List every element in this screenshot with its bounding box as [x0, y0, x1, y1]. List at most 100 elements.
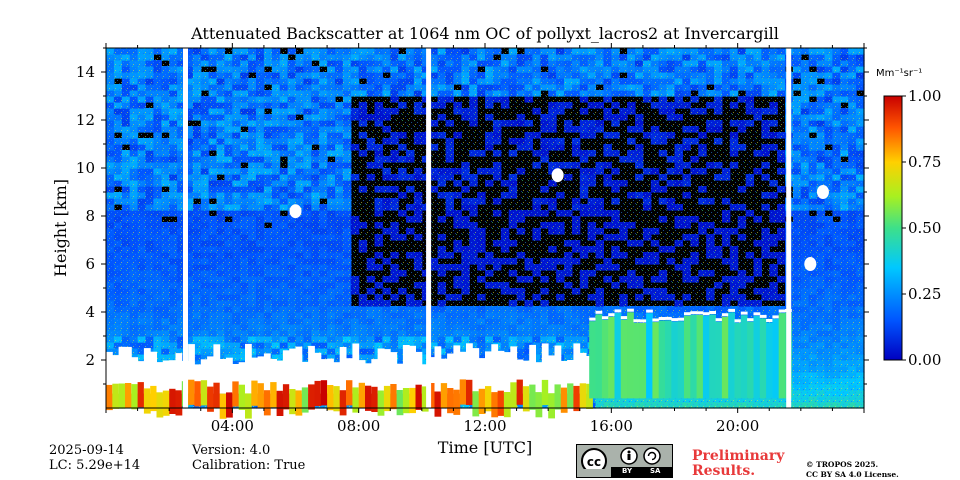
aerosol-strong-cell	[112, 383, 120, 409]
elevated-layer-cell	[633, 322, 641, 399]
elevated-layer-cell	[709, 314, 716, 399]
boundary-layer-cell	[245, 343, 252, 394]
boundary-layer-cell	[270, 359, 277, 394]
layer-top-cell	[715, 318, 723, 322]
copyright-note: © TROPOS 2025. CC BY SA 4.0 License.	[806, 460, 899, 480]
y-tick-label: 14	[76, 63, 95, 81]
boundary-layer-cell	[516, 359, 524, 394]
boundary-layer-cell	[377, 348, 385, 394]
elevated-layer-cell	[677, 321, 685, 399]
boundary-layer-cell	[263, 353, 271, 394]
boundary-layer-cell	[510, 346, 518, 394]
aerosol-strong-cell	[106, 384, 113, 411]
layer-top-cell	[595, 310, 603, 314]
layer-top-cell	[734, 319, 742, 323]
boundary-layer-cell	[327, 358, 334, 394]
layer-top-cell	[766, 319, 773, 322]
aerosol-strong-cell	[194, 381, 202, 407]
layer-top-cell	[684, 312, 691, 316]
aerosol-strong-cell	[245, 393, 252, 419]
boundary-layer-cell	[282, 350, 290, 394]
data-gap	[183, 48, 188, 408]
aerosol-strong-cell	[314, 380, 322, 407]
aerosol-strong-cell	[327, 385, 334, 411]
aerosol-strong-cell	[226, 392, 233, 418]
svg-text:cc: cc	[587, 455, 601, 469]
boundary-layer-cell	[137, 361, 145, 394]
boundary-layer-cell	[535, 362, 543, 394]
aerosol-strong-cell	[238, 384, 246, 410]
aerosol-strong-cell	[491, 392, 499, 418]
aerosol-strong-cell	[472, 391, 480, 417]
elevated-layer-cell	[702, 315, 710, 399]
boundary-layer-cell	[447, 353, 454, 394]
boundary-layer-cell	[541, 343, 549, 394]
aerosol-strong-cell	[503, 392, 511, 418]
elevated-layer-cell	[747, 321, 754, 399]
aerosol-strong-cell	[251, 380, 259, 406]
aerosol-strong-cell	[453, 389, 461, 415]
boundary-layer-cell	[346, 358, 353, 394]
aerosol-strong-cell	[409, 387, 416, 414]
boundary-layer-cell	[118, 346, 126, 394]
aerosol-strong-cell	[383, 385, 391, 412]
colorbar-tick-label: 0.25	[908, 285, 941, 303]
boundary-layer-cell	[365, 363, 372, 394]
boundary-layer-cell	[320, 359, 328, 394]
backscatter-field	[106, 48, 865, 419]
aerosol-strong-cell	[295, 390, 303, 416]
layer-top-cell	[759, 314, 767, 318]
aerosol-strong-cell	[213, 382, 221, 408]
aerosol-strong-cell	[131, 384, 139, 410]
license-sa: SA	[650, 467, 661, 475]
aerosol-strong-cell	[175, 390, 183, 416]
elevated-layer-cell	[608, 316, 615, 399]
elevated-layer-cell	[696, 314, 704, 399]
layer-top-cell	[633, 319, 641, 323]
colorbar-tick-label: 1.00	[908, 87, 941, 105]
boundary-layer-cell	[402, 345, 410, 394]
layer-top-cell	[677, 317, 685, 321]
boundary-layer-cell	[352, 343, 360, 394]
x-tick-label: 12:00	[463, 417, 506, 435]
aerosol-strong-cell	[377, 390, 385, 416]
boundary-layer-cell	[333, 362, 341, 394]
boundary-layer-cell	[150, 351, 157, 394]
aerosol-strong-cell	[560, 387, 568, 413]
aerosol-strong-cell	[510, 382, 518, 408]
boundary-layer-cell	[409, 345, 416, 394]
boundary-layer-cell	[466, 343, 473, 394]
boundary-layer-cell	[232, 364, 240, 394]
boundary-layer-cell	[276, 360, 284, 394]
elevated-layer-cell	[772, 319, 780, 399]
aerosol-strong-cell	[497, 390, 505, 416]
aerosol-strong-cell	[289, 389, 296, 415]
data-gap	[426, 48, 432, 408]
layer-top-cell	[772, 315, 780, 319]
data-gap	[786, 48, 792, 408]
layer-top-cell	[608, 313, 615, 317]
boundary-layer-cell	[440, 358, 448, 394]
layer-top-cell	[639, 319, 647, 323]
elevated-layer-cell	[627, 312, 634, 399]
boundary-layer-cell	[421, 364, 429, 394]
colorbar-tick-label: 0.50	[908, 219, 941, 237]
aerosol-strong-cell	[579, 383, 587, 409]
boundary-layer-cell	[175, 353, 183, 394]
aerosol-strong-cell	[232, 381, 240, 407]
x-tick-label: 04:00	[211, 417, 254, 435]
aerosol-strong-cell	[276, 390, 284, 416]
boundary-layer-cell	[226, 357, 233, 394]
aerosol-strong-cell	[478, 388, 486, 414]
elevated-layer-cell	[595, 314, 603, 399]
layer-top-cell	[646, 309, 653, 313]
boundary-layer-cell	[314, 352, 322, 394]
y-tick-label: 8	[85, 207, 95, 225]
boundary-layer-cell	[529, 344, 536, 394]
elevated-layer-cell	[766, 322, 773, 399]
x-axis: 04:00 08:00 12:00 16:00 20:00	[105, 43, 865, 435]
elevated-layer-cell	[652, 322, 660, 399]
colorbar-tick-label: 0.75	[908, 153, 941, 171]
